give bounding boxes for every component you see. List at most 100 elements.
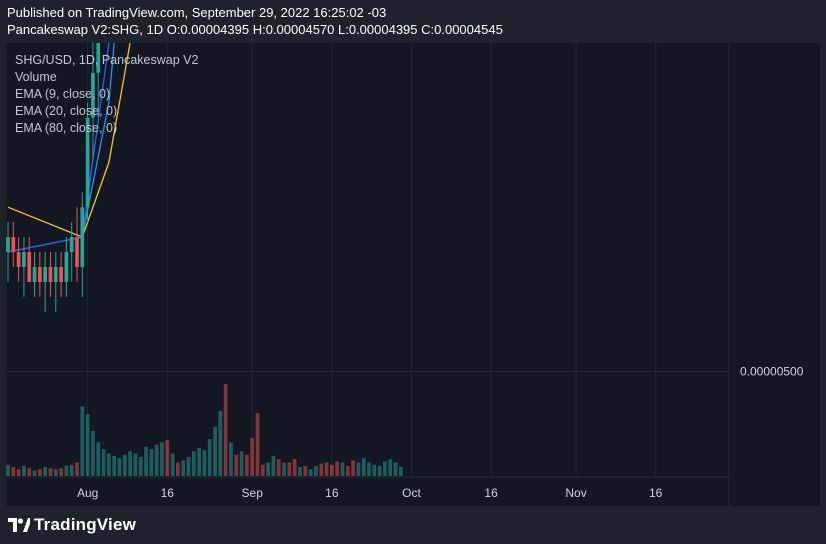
volume-bar (266, 462, 270, 476)
volume-bar (282, 462, 286, 476)
volume-bar (27, 468, 32, 476)
volume-bar (176, 462, 180, 476)
volume-bar (122, 454, 127, 476)
legend-ema80: EMA (80, close, 0) (15, 121, 118, 135)
volume-bar (75, 462, 79, 476)
candle-body (37, 266, 42, 282)
volume-bar (207, 438, 212, 476)
volume-bar (197, 447, 201, 476)
candle-body (11, 237, 16, 253)
volume-bar (160, 442, 164, 476)
volume-bar (292, 459, 297, 476)
legend-ema20: EMA (20, close, 0) (15, 104, 118, 118)
volume-bar (64, 465, 69, 476)
volume-bar (356, 462, 361, 476)
axes: 0.000070000.000065000.000060000.00005500… (6, 43, 804, 506)
volume-bar (101, 449, 106, 476)
volume-bars (6, 384, 403, 476)
ema-lines (7, 43, 131, 253)
candle-body (75, 237, 79, 267)
volume-bar (229, 442, 233, 476)
volume-bar (372, 464, 377, 476)
volume-bar (138, 456, 143, 476)
volume-bar (48, 468, 53, 476)
x-tick-label: Aug (77, 486, 98, 500)
volume-bar (298, 467, 302, 476)
volume-bar (287, 462, 292, 476)
volume-bar (37, 469, 42, 476)
volume-bar (393, 462, 398, 476)
legend-ema9: EMA (9, close, 0) (15, 87, 111, 101)
chart-area[interactable]: 0.000070000.000065000.000060000.00005500… (6, 43, 820, 506)
candle-body (32, 266, 37, 282)
x-tick-label: 16 (325, 486, 339, 500)
tradingview-brand: TradingView (34, 515, 137, 534)
x-tick-label: 16 (649, 486, 663, 500)
volume-bar (165, 440, 170, 476)
volume-bar (239, 451, 244, 476)
volume-bar (377, 465, 382, 476)
volume-bar (276, 459, 281, 476)
candle-body (85, 117, 90, 208)
volume-bar (85, 414, 90, 476)
volume-bar (260, 464, 265, 476)
volume-bar (43, 467, 48, 476)
volume-bar (213, 426, 217, 476)
volume-bar (80, 406, 85, 476)
volume-bar (96, 442, 101, 476)
volume-bar (361, 458, 366, 476)
volume-bar (191, 451, 196, 476)
tradingview-logo-icon (8, 518, 30, 532)
volume-bar (107, 453, 111, 476)
volume-bar (271, 455, 276, 476)
candle-body (27, 252, 32, 282)
x-tick-label: Sep (242, 486, 264, 500)
volume-bar (314, 465, 318, 476)
ema9-line (7, 43, 110, 253)
candle-body (64, 252, 69, 282)
volume-bar (319, 463, 324, 476)
volume-bar (250, 437, 255, 476)
volume-bar (388, 459, 393, 476)
volume-bar (335, 461, 340, 476)
x-tick-label: Oct (402, 486, 421, 500)
x-tick-label: 16 (161, 486, 175, 500)
volume-bar (186, 456, 191, 476)
candle-body (69, 237, 74, 253)
x-tick-label: 16 (484, 486, 498, 500)
volume-bar (149, 449, 154, 476)
candle-body (6, 237, 10, 253)
volume-bar (398, 467, 403, 476)
candle-body (96, 43, 101, 73)
price-chart[interactable]: 0.000070000.000065000.000060000.00005500… (6, 43, 820, 506)
volume-bar (22, 465, 26, 476)
symbol-ohlc-line: Pancakeswap V2:SHG, 1D O:0.00004395 H:0.… (7, 22, 503, 37)
volume-bar (53, 469, 58, 476)
volume-bar (91, 431, 95, 476)
volume-bar (69, 464, 74, 476)
volume-bar (324, 462, 329, 476)
candle-body (91, 72, 95, 118)
volume-bar (11, 467, 16, 476)
published-line: Published on TradingView.com, September … (7, 5, 387, 20)
volume-bar (6, 464, 10, 476)
legend-volume: Volume (15, 70, 57, 84)
x-tick-label: Nov (565, 486, 586, 500)
candle-body (53, 266, 58, 282)
candle-body (43, 266, 48, 282)
volume-bar (170, 453, 175, 476)
tradingview-logo: TradingView (8, 515, 136, 535)
volume-bar (16, 469, 21, 476)
volume-bar (128, 451, 132, 476)
y-tick-label: 0.00000500 (740, 364, 804, 378)
volume-bar (383, 461, 387, 476)
volume-bar (245, 454, 249, 476)
volume-bar (32, 470, 37, 476)
candle-body (16, 252, 21, 267)
volume-bar (345, 465, 350, 476)
legend-title: SHG/USD, 1D, Pancakeswap V2 (15, 53, 199, 67)
volume-bar (218, 410, 223, 476)
volume-bar (329, 464, 334, 476)
candles[interactable] (6, 43, 403, 312)
volume-bar (234, 454, 239, 476)
